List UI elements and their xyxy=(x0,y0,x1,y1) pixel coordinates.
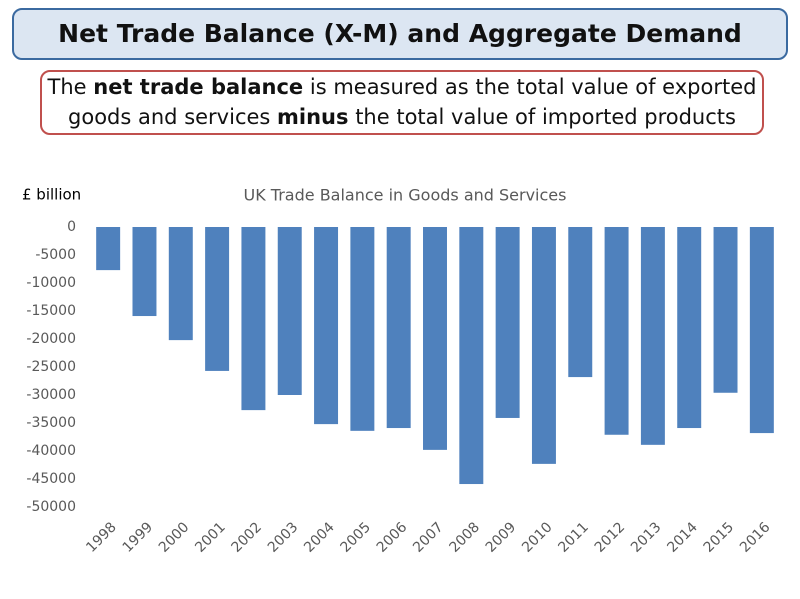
x-tick-label: 2006 xyxy=(374,519,411,556)
bar xyxy=(132,227,157,317)
x-tick-label: 2004 xyxy=(301,519,338,556)
x-tick-label: 2000 xyxy=(156,519,193,556)
x-tick-label: 1998 xyxy=(83,519,120,556)
y-tick-label: -45000 xyxy=(26,471,76,487)
x-tick-label: 2003 xyxy=(265,519,302,556)
bar xyxy=(423,227,447,450)
y-tick-label: -50000 xyxy=(26,499,76,515)
x-tick-label: 2016 xyxy=(737,519,774,556)
bar xyxy=(205,227,230,371)
bar xyxy=(640,227,665,445)
definition-line: goods and services minus the total value… xyxy=(42,102,762,132)
bar xyxy=(713,227,738,393)
definition-text: The xyxy=(47,75,94,99)
y-tick-label: -30000 xyxy=(26,387,76,403)
y-tick-label: -10000 xyxy=(26,275,76,291)
y-tick-label: -20000 xyxy=(26,331,76,347)
bar xyxy=(677,227,702,429)
bar xyxy=(568,227,593,378)
x-tick-label: 2014 xyxy=(664,519,701,556)
slide-title: Net Trade Balance (X-M) and Aggregate De… xyxy=(12,8,788,60)
x-tick-label: 2007 xyxy=(410,519,447,556)
bar xyxy=(314,227,339,425)
definition-box: The net trade balance is measured as the… xyxy=(40,70,764,135)
x-tick-label: 2001 xyxy=(192,519,229,556)
x-tick-label: 2008 xyxy=(446,519,483,556)
y-tick-label: -25000 xyxy=(26,359,76,375)
y-tick-label: 0 xyxy=(67,219,76,235)
y-tick-label: -35000 xyxy=(26,415,76,431)
y-axis-label: £ billion xyxy=(22,186,81,204)
definition-text: minus xyxy=(277,105,349,129)
x-tick-label: 2012 xyxy=(592,519,629,556)
bar xyxy=(531,227,556,464)
bar xyxy=(168,227,193,341)
bar xyxy=(386,227,411,429)
bar xyxy=(459,227,484,485)
bar xyxy=(350,227,375,431)
definition-text: goods and services xyxy=(68,105,278,129)
definition-text: is measured as the total value of export… xyxy=(303,75,757,99)
bar xyxy=(277,227,302,395)
bar xyxy=(749,227,774,434)
x-tick-label: 1999 xyxy=(120,519,157,556)
definition-text: net trade balance xyxy=(93,75,304,99)
bar xyxy=(241,227,266,411)
chart-title: UK Trade Balance in Goods and Services xyxy=(244,186,567,205)
x-tick-label: 2002 xyxy=(229,519,266,556)
x-tick-label: 2009 xyxy=(483,519,520,556)
y-tick-label: -5000 xyxy=(35,247,76,263)
x-tick-label: 2010 xyxy=(519,519,556,556)
y-tick-label: -15000 xyxy=(26,303,76,319)
bar xyxy=(495,227,520,418)
definition-line: The net trade balance is measured as the… xyxy=(42,72,762,102)
bar xyxy=(604,227,629,435)
x-tick-label: 2015 xyxy=(701,519,738,556)
definition-text: the total value of imported products xyxy=(348,105,736,129)
x-tick-label: 2013 xyxy=(628,519,665,556)
y-tick-label: -40000 xyxy=(26,443,76,459)
x-tick-label: 2011 xyxy=(555,519,592,556)
bar xyxy=(96,227,121,271)
x-tick-label: 2005 xyxy=(338,519,375,556)
